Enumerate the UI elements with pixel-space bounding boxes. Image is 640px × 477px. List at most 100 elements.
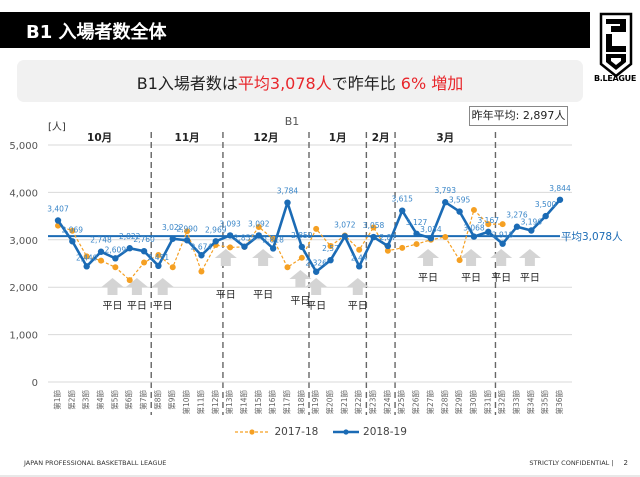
y-tick-label: 3,000 <box>9 236 38 247</box>
data-label-2018-19: 3,058 <box>363 221 385 230</box>
x-tick-label: 第24節 <box>382 390 392 415</box>
weekday-arrow-icon <box>346 278 369 295</box>
x-tick-label: 第16節 <box>267 390 277 415</box>
x-tick-label: 第23節 <box>368 390 378 415</box>
month-label: 2月 <box>372 132 390 144</box>
headline: B1入場者数は平均3,078人で昨年比 6% 増加 <box>17 70 583 94</box>
y-tick-label: 2,000 <box>9 283 38 294</box>
weekday-label: 平日 <box>253 290 273 301</box>
data-point-2018-19 <box>356 263 363 270</box>
data-point-2017-18 <box>155 251 162 258</box>
weekday-label: 平日 <box>153 301 173 312</box>
footer-organization: JAPAN PROFESSIONAL BASKETBALL LEAGUE <box>24 459 167 467</box>
bleague-logo-icon <box>599 12 633 78</box>
data-point-2017-18 <box>69 227 76 234</box>
data-point-2017-18 <box>227 244 234 251</box>
data-label-2018-19: 2,326 <box>305 259 327 268</box>
data-point-2018-19 <box>399 207 406 214</box>
data-label-2018-19: 3,196 <box>521 218 543 227</box>
data-point-2018-19 <box>126 245 133 252</box>
x-tick-label: 第4節 <box>95 390 105 410</box>
data-label-2018-19: 2,918 <box>492 231 514 240</box>
data-point-2018-19 <box>198 252 205 259</box>
x-tick-label: 第17節 <box>281 390 291 415</box>
y-tick-label: 1,000 <box>9 331 38 342</box>
data-label-2018-19: 3,500 <box>535 200 557 209</box>
data-label-2018-19: 2,609 <box>105 245 127 254</box>
data-point-2018-19 <box>269 245 277 252</box>
data-point-2017-18 <box>470 206 477 213</box>
data-point-2018-19 <box>499 240 506 247</box>
weekday-arrow-icon <box>252 249 275 266</box>
data-point-2018-19 <box>97 248 105 255</box>
data-label-2018-19: 3,093 <box>219 219 241 228</box>
x-tick-label: 第30節 <box>468 390 478 415</box>
data-point-2018-19 <box>83 263 90 270</box>
data-label-2018-19: 3,167 <box>478 216 500 225</box>
page-title: B1 入場者数全体 <box>26 22 167 43</box>
data-label-2018-19: 2,674 <box>191 242 213 251</box>
data-point-2018-19 <box>241 243 248 250</box>
headline-growth: 6% 増加 <box>400 74 464 93</box>
data-point-2018-19 <box>413 230 420 237</box>
data-point-2018-19 <box>169 235 176 242</box>
legend-label-2017-18: 2017-18 <box>274 426 319 438</box>
data-point-2017-18 <box>327 242 334 249</box>
data-point-2018-19 <box>456 208 463 215</box>
weekday-arrow-icon <box>460 249 483 266</box>
series-line-2017-18 <box>57 208 503 281</box>
data-point-2018-19 <box>341 233 349 240</box>
data-point-2018-19 <box>370 233 377 241</box>
logo-text: B.LEAGUE <box>593 74 637 83</box>
data-point-2018-19 <box>183 237 191 244</box>
data-point-2018-19 <box>212 238 219 245</box>
data-point-2017-18 <box>284 264 291 271</box>
y-tick-label: 4,000 <box>9 188 38 199</box>
month-label: 1月 <box>329 132 347 144</box>
weekday-label: 平日 <box>103 301 123 312</box>
x-tick-label: 第27節 <box>425 390 435 415</box>
data-point-2017-18 <box>384 247 391 254</box>
data-point-2018-19 <box>112 255 119 262</box>
month-label: 10月 <box>87 132 112 144</box>
previous-year-average-box: 昨年平均: 2,897人 <box>469 106 568 126</box>
data-point-2018-19 <box>513 223 521 230</box>
x-tick-label: 第9節 <box>167 390 177 410</box>
headline-average: 平均3,078人 <box>237 74 332 93</box>
data-label-2018-19: 3,793 <box>435 186 457 195</box>
x-tick-label: 第1節 <box>52 390 62 410</box>
x-tick-label: 第29節 <box>454 390 464 415</box>
attendance-line-chart: B1 [人] 0 1,000 2,000 3,000 4,000 5,000 10月 11月… <box>9 115 623 415</box>
data-point-2018-19 <box>69 238 76 245</box>
weekday-arrow-icon <box>518 249 541 266</box>
data-point-2018-19 <box>528 227 535 234</box>
data-label-2018-19: 3,022 <box>162 223 184 232</box>
data-point-2017-18 <box>98 257 105 264</box>
x-tick-label: 第12節 <box>210 390 220 415</box>
data-label-2018-19: 3,276 <box>506 211 528 220</box>
weekday-arrow-icon <box>289 270 312 287</box>
data-point-2017-18 <box>198 268 205 275</box>
legend-label-2018-19: 2018-19 <box>363 426 407 438</box>
x-tick-label: 第25節 <box>396 390 406 415</box>
data-label-2018-19: 3,092 <box>248 219 270 228</box>
weekday-label: 平日 <box>290 296 310 307</box>
chart-legend: 2017-18 2018-19 <box>0 426 640 438</box>
x-tick-label: 第8節 <box>152 390 162 410</box>
headline-prefix: B1入場者数は <box>136 74 238 93</box>
data-label-2018-19: 2,748 <box>90 236 112 245</box>
data-point-2017-18 <box>255 224 262 231</box>
data-point-2017-18 <box>83 253 90 260</box>
footer-confidential: STRICTLY CONFIDENTIAL | 2 <box>529 459 628 467</box>
x-tick-label: 第34節 <box>525 390 535 415</box>
weekday-label: 平日 <box>348 301 368 312</box>
x-tick-label: 第35節 <box>540 390 550 415</box>
weekday-arrow-icon <box>151 278 174 295</box>
x-tick-label: 第19節 <box>310 390 320 415</box>
weekday-label: 平日 <box>418 273 438 284</box>
weekday-label: 平日 <box>216 290 236 301</box>
x-tick-label: 第10節 <box>181 390 191 415</box>
data-label-2018-19: 3,072 <box>334 220 356 229</box>
x-tick-label: 第33節 <box>511 390 521 415</box>
data-label-2018-19: 2,57 <box>322 244 339 253</box>
